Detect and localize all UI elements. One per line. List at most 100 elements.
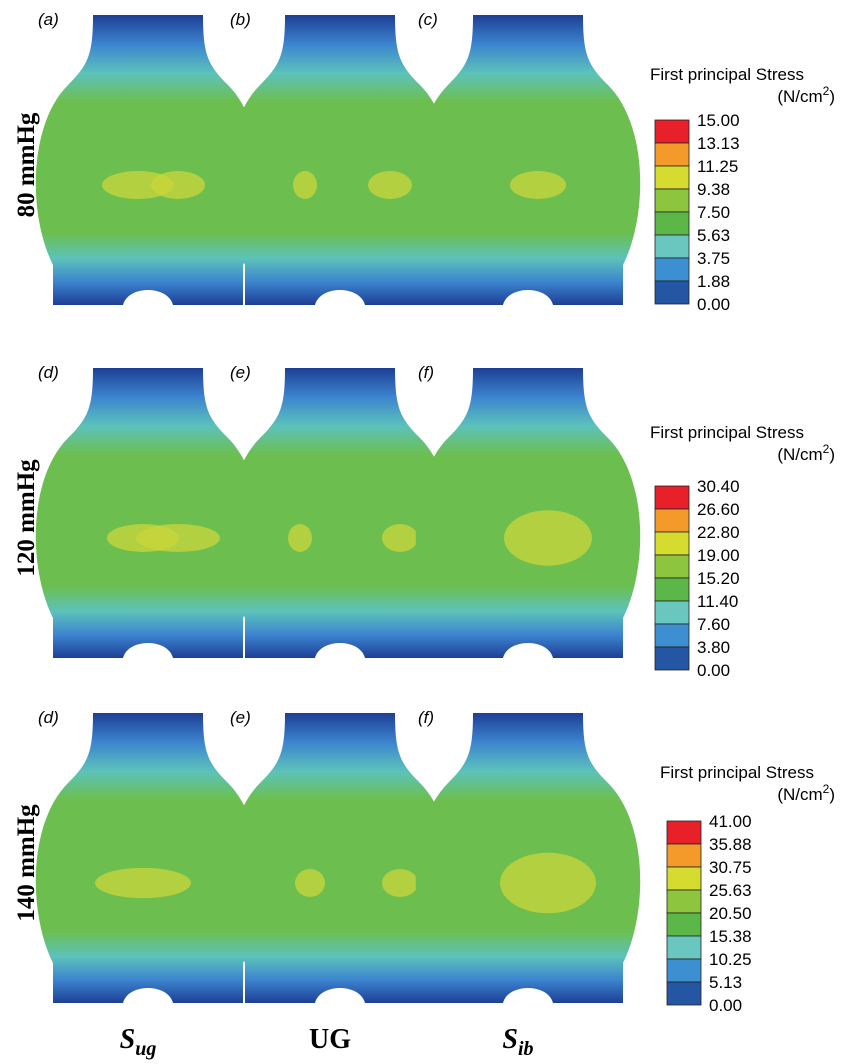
legend-swatch — [667, 821, 701, 844]
legend-tick: 11.40 — [697, 592, 738, 611]
stress-region — [95, 868, 191, 898]
legend-swatch — [667, 959, 701, 982]
stress-map — [36, 15, 260, 305]
legend-tick: 11.25 — [697, 157, 738, 176]
panel-label: (e) — [230, 708, 251, 727]
column-base: S — [120, 1024, 136, 1055]
legend-swatch — [655, 235, 689, 258]
panel-label: (f) — [418, 363, 434, 382]
vessel — [416, 15, 640, 305]
legend-swatch — [655, 120, 689, 143]
legend-swatch — [655, 486, 689, 509]
legend-swatch — [655, 166, 689, 189]
stress-region — [504, 510, 592, 565]
legend-swatch — [667, 890, 701, 913]
legend-tick: 7.60 — [697, 615, 730, 634]
legend-swatch — [655, 509, 689, 532]
stress-map — [416, 713, 640, 1003]
legend-unit: (N/cm2) — [777, 782, 835, 804]
legend-tick: 15.38 — [709, 927, 752, 946]
row-label: 120 mmHg — [13, 459, 40, 577]
unit: (N/cm — [777, 445, 822, 464]
stress-region — [500, 853, 596, 913]
panel-label: (b) — [230, 10, 251, 29]
unit: (N/cm — [777, 785, 822, 804]
stress-map — [416, 15, 640, 305]
legend-title: First principal Stress — [650, 65, 804, 84]
legend-tick: 26.60 — [697, 500, 740, 519]
legend-tick: 3.80 — [697, 638, 730, 657]
legend-tick: 20.50 — [709, 904, 752, 923]
stress-map — [36, 368, 260, 658]
legend-tick: 9.38 — [697, 180, 730, 199]
unit-close: ) — [829, 785, 835, 804]
legend-tick: 0.00 — [709, 996, 742, 1015]
row-label: 140 mmHg — [13, 804, 40, 922]
column-sub: ug — [135, 1038, 156, 1060]
stress-region — [288, 524, 312, 552]
legend-tick: 0.00 — [697, 661, 730, 680]
vessel — [36, 15, 260, 305]
legend-swatch — [655, 578, 689, 601]
legend-swatch — [667, 982, 701, 1005]
legend-swatch — [655, 281, 689, 304]
legend-tick: 3.75 — [697, 249, 730, 268]
legend-unit: (N/cm2) — [777, 442, 835, 464]
legend-swatch — [655, 601, 689, 624]
legend-title: First principal Stress — [660, 763, 814, 782]
legend-swatch — [655, 624, 689, 647]
legend-tick: 25.63 — [709, 881, 752, 900]
figure: 80 mmHg(a)(b)(c)First principal Stress(N… — [0, 0, 849, 1064]
stress-region — [382, 524, 418, 552]
legend-tick: 10.25 — [709, 950, 752, 969]
legend-swatch — [667, 844, 701, 867]
legend-tick: 5.13 — [709, 973, 742, 992]
vessel — [416, 368, 640, 658]
panel-label: (e) — [230, 363, 251, 382]
stress-map — [36, 713, 260, 1003]
panel-label: (d) — [38, 708, 59, 727]
legend-unit: (N/cm2) — [777, 84, 835, 106]
legend-tick: 15.20 — [697, 569, 740, 588]
column-base: S — [502, 1024, 518, 1055]
legend-tick: 35.88 — [709, 835, 752, 854]
legend-tick: 22.80 — [697, 523, 740, 542]
legend-swatch — [655, 189, 689, 212]
vessel — [36, 368, 260, 658]
stress-region — [510, 171, 566, 199]
legend-swatch — [667, 936, 701, 959]
legend-swatch — [655, 143, 689, 166]
column-label: UG — [309, 1024, 351, 1055]
legend-swatch — [655, 555, 689, 578]
unit: (N/cm — [777, 87, 822, 106]
legend-tick: 41.00 — [709, 812, 752, 831]
legend-tick: 0.00 — [697, 295, 730, 314]
row-label: 80 mmHg — [13, 112, 40, 217]
stress-region — [151, 171, 205, 199]
stress-region — [136, 524, 220, 552]
legend-swatch — [655, 647, 689, 670]
vessel — [36, 713, 260, 1003]
legend-tick: 15.00 — [697, 111, 740, 130]
legend-swatch — [655, 532, 689, 555]
column-base: UG — [309, 1024, 351, 1055]
column-label: Sib — [502, 1024, 533, 1060]
stress-region — [382, 869, 418, 897]
legend-tick: 5.63 — [697, 226, 730, 245]
unit-close: ) — [829, 445, 835, 464]
legend-tick: 19.00 — [697, 546, 740, 565]
legend-swatch — [667, 867, 701, 890]
legend-tick: 13.13 — [697, 134, 740, 153]
legend-tick: 30.75 — [709, 858, 752, 877]
legend-swatch — [667, 913, 701, 936]
legend-swatch — [655, 212, 689, 235]
stress-region — [293, 171, 317, 199]
legend-tick: 7.50 — [697, 203, 730, 222]
stress-region — [295, 869, 325, 897]
legend-swatch — [655, 258, 689, 281]
column-sub: ib — [518, 1038, 534, 1060]
legend-title: First principal Stress — [650, 423, 804, 442]
stress-region — [368, 171, 412, 199]
legend-tick: 1.88 — [697, 272, 730, 291]
legend-tick: 30.40 — [697, 477, 740, 496]
